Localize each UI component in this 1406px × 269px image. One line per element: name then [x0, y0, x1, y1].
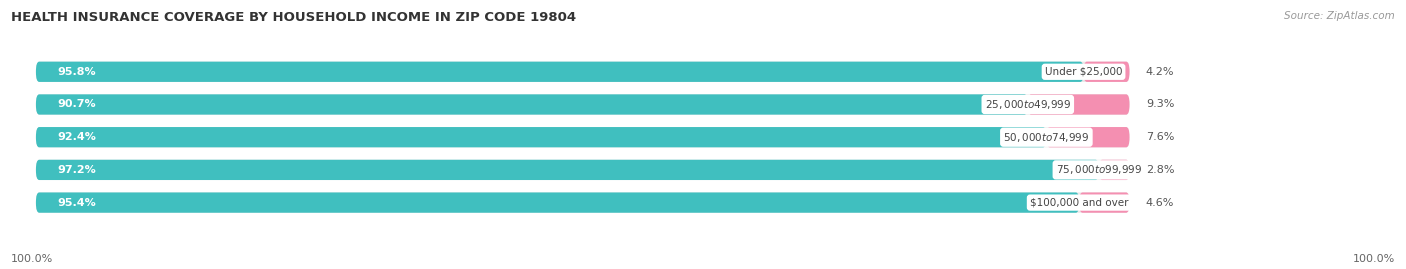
Text: 4.2%: 4.2%: [1146, 67, 1174, 77]
FancyBboxPatch shape: [1084, 62, 1129, 82]
Text: $25,000 to $49,999: $25,000 to $49,999: [984, 98, 1071, 111]
FancyBboxPatch shape: [1028, 94, 1129, 115]
FancyBboxPatch shape: [1099, 160, 1129, 180]
Text: 100.0%: 100.0%: [11, 254, 53, 264]
Text: 92.4%: 92.4%: [58, 132, 97, 142]
FancyBboxPatch shape: [37, 160, 1099, 180]
FancyBboxPatch shape: [37, 127, 1046, 147]
Text: 95.4%: 95.4%: [58, 198, 97, 208]
Text: 7.6%: 7.6%: [1146, 132, 1174, 142]
Text: Source: ZipAtlas.com: Source: ZipAtlas.com: [1284, 11, 1395, 21]
Text: $50,000 to $74,999: $50,000 to $74,999: [1004, 131, 1090, 144]
Text: $100,000 and over: $100,000 and over: [1031, 198, 1129, 208]
FancyBboxPatch shape: [37, 62, 1129, 82]
FancyBboxPatch shape: [37, 127, 1129, 147]
Text: 2.8%: 2.8%: [1146, 165, 1174, 175]
FancyBboxPatch shape: [37, 192, 1080, 213]
FancyBboxPatch shape: [37, 62, 1084, 82]
FancyBboxPatch shape: [37, 160, 1129, 180]
Text: 90.7%: 90.7%: [58, 100, 97, 109]
Text: Under $25,000: Under $25,000: [1045, 67, 1122, 77]
FancyBboxPatch shape: [37, 192, 1129, 213]
Text: 100.0%: 100.0%: [1353, 254, 1395, 264]
Text: 97.2%: 97.2%: [58, 165, 97, 175]
Text: 9.3%: 9.3%: [1146, 100, 1174, 109]
Text: $75,000 to $99,999: $75,000 to $99,999: [1056, 163, 1142, 176]
FancyBboxPatch shape: [1080, 192, 1129, 213]
Text: HEALTH INSURANCE COVERAGE BY HOUSEHOLD INCOME IN ZIP CODE 19804: HEALTH INSURANCE COVERAGE BY HOUSEHOLD I…: [11, 11, 576, 24]
FancyBboxPatch shape: [1046, 127, 1129, 147]
Text: 4.6%: 4.6%: [1146, 198, 1174, 208]
Text: 95.8%: 95.8%: [58, 67, 97, 77]
FancyBboxPatch shape: [37, 94, 1028, 115]
FancyBboxPatch shape: [37, 94, 1129, 115]
